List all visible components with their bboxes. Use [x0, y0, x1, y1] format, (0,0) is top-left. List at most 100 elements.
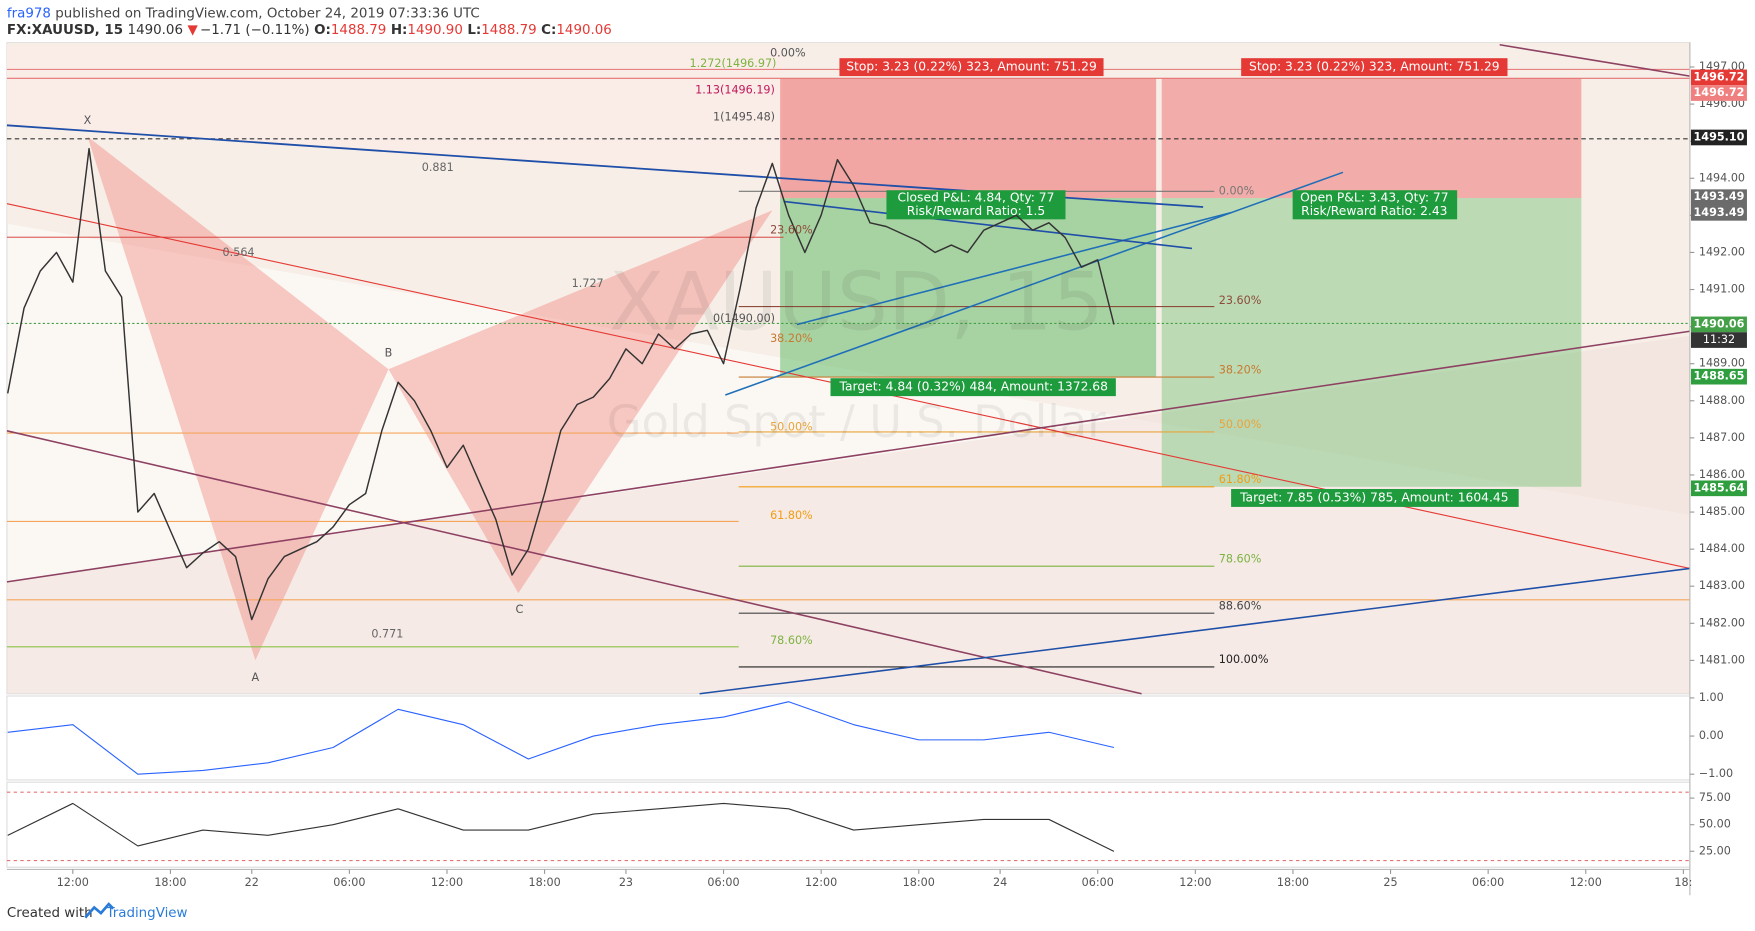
price-mark [1691, 480, 1747, 497]
target-zone [1161, 198, 1582, 487]
price-mark-label: 1496.72 [1694, 70, 1745, 83]
y-tick-label: 1485.00 [1699, 505, 1745, 518]
ohlc-value: 1490.06 [556, 23, 611, 38]
annotation: 1.272(1496.97) [690, 57, 777, 70]
y-tick-label: 0.00 [1699, 729, 1724, 742]
ohlc-value: 1488.79 [481, 23, 536, 38]
annotation: B [385, 347, 393, 360]
y-tick-label: 1489.00 [1699, 357, 1745, 370]
pnl-box [1292, 190, 1458, 220]
annotation: 61.80% [770, 509, 813, 522]
trend-line [6, 330, 1691, 583]
symbol-line: FX:XAUUSD, 15 1490.06 ▼ −1.71 (−0.11%) O:148… [7, 23, 612, 38]
annotation: 78.60% [1219, 552, 1262, 565]
annotation: Target: 7.85 (0.53%) 785, Amount: 1604.4… [1239, 490, 1508, 504]
countdown-box [1691, 332, 1747, 348]
annotation: A [252, 671, 260, 684]
y-tick-label: 75.00 [1699, 791, 1731, 804]
change-arrow: ▼ [187, 23, 198, 38]
pattern-leg [87, 136, 389, 661]
annotation: 0.771 [371, 627, 403, 640]
x-tick-label: 18:00 [1277, 876, 1309, 889]
price-mark-label: 1490.06 [1694, 317, 1745, 330]
rsi-pane [6, 781, 1691, 868]
x-tick-label: 06:00 [1082, 876, 1114, 889]
x-tick-label: 18:00 [154, 876, 186, 889]
trend-line [6, 430, 1142, 695]
trend-line [796, 211, 1232, 326]
author[interactable]: fra978 [7, 6, 51, 21]
price-pane [6, 41, 1691, 695]
ohlc-key: O: [314, 23, 331, 38]
annotation: 50.00% [770, 420, 813, 433]
x-tick-label: 12:00 [1179, 876, 1211, 889]
annotation: Open P&L: 3.43, Qty: 77 [1300, 191, 1448, 205]
price-mark [1691, 368, 1747, 385]
change: −1.71 (−0.11%) [200, 23, 310, 38]
x-tick-label: 18:00 [903, 876, 935, 889]
annotation: 100.00% [1219, 653, 1269, 666]
price-mark-label: 1493.49 [1694, 206, 1745, 219]
y-tick-label: 1481.00 [1699, 653, 1745, 666]
x-tick-label: 06:00 [707, 876, 739, 889]
price-mark [1691, 69, 1747, 86]
watermark: Gold Spot / U.S. Dollar [607, 395, 1106, 448]
price-mark [1691, 189, 1747, 206]
ohlc-value: 1490.90 [407, 23, 462, 38]
x-tick-label: 18:00 [528, 876, 560, 889]
annotation: 1(1495.48) [713, 110, 775, 123]
annotation: 0.564 [223, 246, 255, 259]
annotation: 1.13(1496.19) [695, 84, 775, 97]
y-tick-label: 1484.00 [1699, 542, 1745, 555]
stop-label-box [839, 58, 1104, 77]
price-mark [1691, 316, 1747, 333]
annotation: 50.00% [1219, 418, 1262, 431]
trend-line [1499, 43, 1691, 77]
x-tick-label: 24 [993, 876, 1007, 889]
annotation: 0.00% [1219, 184, 1254, 197]
rsi-line [7, 802, 1115, 852]
annotation: Target: 4.84 (0.32%) 484, Amount: 1372.6… [838, 380, 1107, 394]
trend-line [783, 200, 1193, 250]
annotation: Stop: 3.23 (0.22%) 323, Amount: 751.29 [846, 60, 1097, 74]
price-line [6, 147, 1115, 621]
x-tick-label: 22 [245, 876, 259, 889]
target-label-box [1231, 488, 1519, 507]
x-tick-label: 12:00 [57, 876, 89, 889]
annotation: Stop: 3.23 (0.22%) 323, Amount: 751.29 [1249, 60, 1500, 74]
symbol: FX:XAUUSD, 15 [7, 23, 123, 38]
y-tick-label: 1487.00 [1699, 431, 1745, 444]
watermark: XAUUSD, 15 [609, 255, 1104, 349]
x-tick-label: 12:00 [431, 876, 463, 889]
macd-pane [6, 695, 1691, 781]
y-tick-label: 1482.00 [1699, 616, 1745, 629]
annotation: 23.60% [1219, 294, 1262, 307]
ohlc-key: H: [391, 23, 408, 38]
y-tick-label: 1.00 [1699, 691, 1724, 704]
trend-line [725, 171, 1344, 396]
trend-line [699, 567, 1690, 695]
price-mark [1691, 85, 1747, 101]
ohlc-value: 1488.79 [331, 23, 386, 38]
y-tick-label: 50.00 [1699, 818, 1731, 831]
price-mark-label: 1488.65 [1694, 370, 1745, 383]
x-tick-label: 06:00 [1472, 876, 1504, 889]
annotation: 0.00% [770, 47, 806, 60]
annotation: C [516, 603, 524, 616]
ohlc-key: L: [467, 23, 481, 38]
target-label-box [830, 378, 1116, 397]
annotation: 38.20% [770, 332, 813, 345]
countdown: 11:32 [1703, 333, 1735, 346]
stop-zone [780, 78, 1157, 199]
annotation: 0(1490.00) [713, 312, 775, 325]
price-mark-label: 1493.49 [1694, 190, 1745, 203]
pnl-box [886, 190, 1066, 220]
pattern-leg [388, 210, 773, 594]
footer-text: Created with [7, 906, 93, 921]
price-mark-label: 1485.64 [1694, 481, 1745, 494]
price-mark [1691, 205, 1747, 221]
annotation: 23.60% [770, 224, 813, 237]
footer-brand[interactable]: TradingView [106, 906, 188, 921]
